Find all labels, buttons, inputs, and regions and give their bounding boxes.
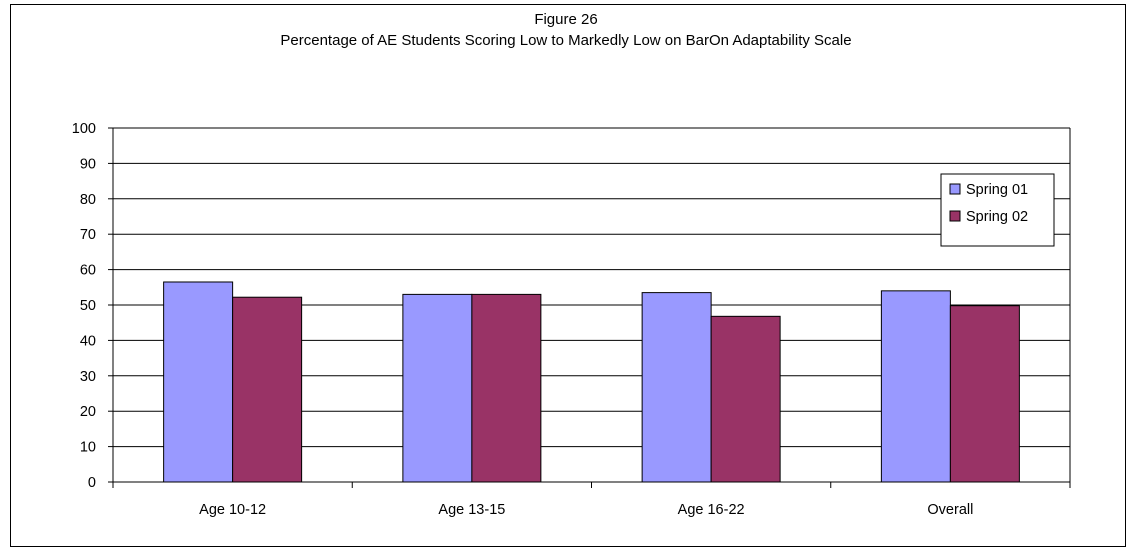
- y-tick-label: 70: [80, 227, 96, 243]
- bar-spring-01: [402, 293, 473, 483]
- legend-label: Spring 02: [966, 209, 1028, 225]
- y-tick-label: 20: [80, 404, 96, 420]
- y-tick-label: 30: [80, 369, 96, 385]
- x-tick-labels: Age 10-12 Age 13-15 Age 16-22 Overall: [199, 502, 973, 518]
- legend: Spring 01 Spring 02: [940, 173, 1055, 247]
- y-tick-label: 0: [88, 475, 96, 491]
- x-tick-label: Age 13-15: [438, 502, 505, 518]
- bars: [163, 281, 1020, 483]
- chart-subtitle: Percentage of AE Students Scoring Low to…: [280, 32, 851, 49]
- bar-spring-01: [880, 290, 951, 483]
- x-tick-label: Overall: [927, 502, 973, 518]
- legend-swatch: [949, 210, 961, 222]
- chart-title: Figure 26: [534, 11, 597, 28]
- x-tick-label: Age 10-12: [199, 502, 266, 518]
- legend-swatch: [949, 183, 961, 195]
- axes: [108, 127, 1071, 488]
- bar-spring-02: [471, 293, 542, 483]
- y-tick-label: 100: [72, 121, 96, 137]
- bar-spring-02: [949, 305, 1020, 483]
- y-tick-labels: 0 10 20 30 40 50 60 70 80 90 100: [72, 121, 96, 491]
- y-tick-label: 40: [80, 333, 96, 349]
- bar-spring-02: [710, 315, 781, 483]
- x-tick-label: Age 16-22: [678, 502, 745, 518]
- bar-spring-02: [232, 296, 303, 483]
- y-tick-label: 80: [80, 192, 96, 208]
- y-tick-label: 50: [80, 298, 96, 314]
- y-tick-label: 10: [80, 440, 96, 456]
- bar-spring-01: [163, 281, 234, 483]
- legend-label: Spring 01: [966, 182, 1028, 198]
- y-tick-label: 90: [80, 156, 96, 172]
- y-tick-label: 60: [80, 263, 96, 279]
- bar-spring-01: [641, 292, 712, 483]
